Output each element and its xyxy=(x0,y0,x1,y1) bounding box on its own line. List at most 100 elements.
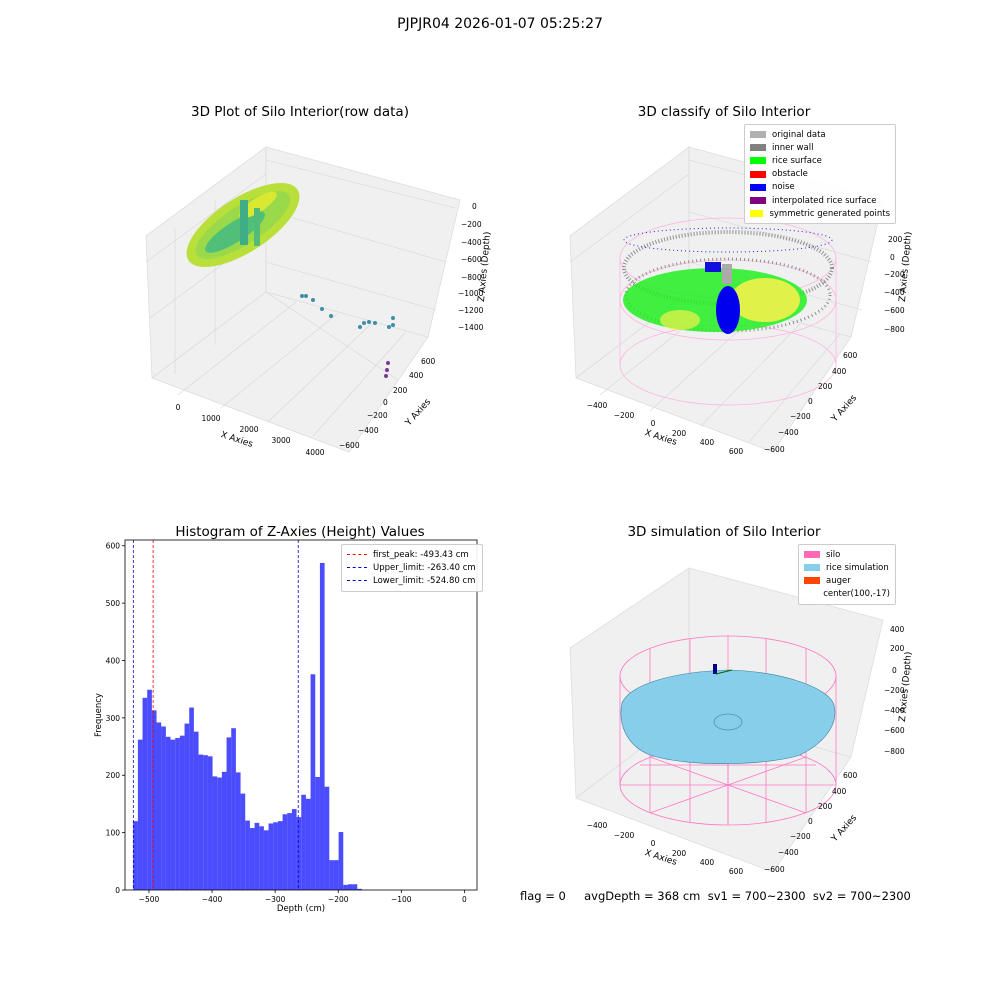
histogram-bar xyxy=(287,813,292,890)
simulation-ztick: −600 xyxy=(884,726,905,735)
histogram-bar xyxy=(161,726,166,890)
legend-line xyxy=(347,580,367,582)
classify-noise xyxy=(716,286,740,334)
raw-ztick: −200 xyxy=(461,220,482,229)
histogram-xlabel: Depth (cm) xyxy=(277,904,325,914)
histogram-ytick-label: 300 xyxy=(106,714,121,723)
legend-entry: inner wall xyxy=(750,141,890,154)
histogram-bar xyxy=(347,884,353,890)
histogram-bar xyxy=(235,772,241,890)
histogram-bar xyxy=(301,794,306,890)
simulation-rice-surface xyxy=(620,669,836,764)
histogram-bar xyxy=(291,809,297,890)
classify-ytick: 0 xyxy=(808,397,813,406)
status-footer: flag = 0 avgDepth = 368 cm sv1 = 700~230… xyxy=(520,889,911,903)
histogram-title: Histogram of Z-Axies (Height) Values xyxy=(175,524,425,540)
legend-swatch xyxy=(804,591,817,598)
classify-legend: original data inner wall rice surface ob… xyxy=(744,124,896,225)
legend-swatch xyxy=(750,210,764,218)
raw-ztick: 0 xyxy=(472,202,477,211)
legend-entry: noise xyxy=(750,181,890,194)
classify-ytick: −600 xyxy=(764,445,785,454)
histogram-bar xyxy=(277,821,283,890)
simulation-ytick: 600 xyxy=(843,771,858,780)
histogram-xtick-label: 0 xyxy=(462,895,467,904)
simulation-ztick: 200 xyxy=(890,644,905,653)
simulation-ztick: −200 xyxy=(884,686,905,695)
simulation-xtick: 400 xyxy=(700,858,715,867)
histogram-bar xyxy=(357,888,362,890)
histogram-bar xyxy=(268,823,274,890)
simulation-ytick: 200 xyxy=(818,802,833,811)
simulation-auger xyxy=(713,664,717,674)
histogram-bar xyxy=(338,832,344,890)
histogram-bar xyxy=(137,739,143,890)
simulation-ztick: 0 xyxy=(892,666,897,675)
legend-line xyxy=(347,567,367,569)
legend-entry: rice surface xyxy=(750,154,890,167)
legend-entry: symmetric generated points xyxy=(750,207,890,220)
simulation-xtick: −400 xyxy=(587,821,608,830)
raw-ztick: −1000 xyxy=(458,289,484,298)
classify-ytick: −400 xyxy=(778,428,799,437)
legend-label: rice surface xyxy=(772,155,822,166)
legend-swatch xyxy=(750,144,766,152)
histogram-bar xyxy=(147,689,152,890)
histogram-bar xyxy=(259,826,264,890)
legend-label: Lower_limit: -524.80 cm xyxy=(373,575,476,586)
classify-xtick: 400 xyxy=(700,438,715,447)
histogram-ytick-label: 600 xyxy=(106,542,121,551)
histogram-bar xyxy=(189,707,194,890)
legend-entry: original data xyxy=(750,128,890,141)
raw-ytick: 600 xyxy=(421,357,436,366)
simulation-legend: silo rice simulation auger center(100,-1… xyxy=(798,544,896,605)
legend-swatch xyxy=(750,183,766,191)
histogram-bar xyxy=(310,674,316,890)
histogram-ytick-label: 100 xyxy=(106,829,121,838)
classify-ytick: −200 xyxy=(790,412,811,421)
classify-ztick: −800 xyxy=(884,325,905,334)
histogram-yticks: 0 100 200 300 400 500 600 xyxy=(106,542,125,895)
figure-title: PJPJR04 2026-01-07 05:25:27 xyxy=(397,16,603,32)
histogram-bar xyxy=(352,884,358,890)
raw-xtick: 4000 xyxy=(305,448,324,457)
histogram-ytick-label: 500 xyxy=(106,599,121,608)
simulation-xtick: 600 xyxy=(729,867,744,876)
classify-ylabel: Y Axies xyxy=(829,393,859,425)
histogram-bar xyxy=(156,722,162,890)
histogram-bar xyxy=(226,737,232,890)
classify-xtick: 600 xyxy=(729,447,744,456)
simulation-ztick: −800 xyxy=(884,747,905,756)
legend-entry: center(100,-17) xyxy=(804,588,890,601)
legend-label: center(100,-17) xyxy=(823,589,890,600)
histogram-bar xyxy=(170,739,176,890)
simulation-3d-plot: −400 −200 0 200 400 600 600 400 200 0 −2… xyxy=(569,567,914,876)
histogram-xtick-label: −300 xyxy=(265,895,286,904)
legend-swatch xyxy=(804,564,820,572)
legend-label: original data xyxy=(772,129,826,140)
legend-swatch xyxy=(750,157,766,165)
simulation-xtick: 0 xyxy=(651,839,656,848)
simulation-ytick: −600 xyxy=(764,865,785,874)
raw-xtick: 1000 xyxy=(201,414,220,423)
classify-xtick: −200 xyxy=(614,411,635,420)
histogram-bar xyxy=(133,821,138,890)
histogram-bar xyxy=(207,756,213,890)
raw-xtick: 3000 xyxy=(271,436,290,445)
classify-ztick: 200 xyxy=(888,235,903,244)
histogram-bar xyxy=(221,771,227,890)
simulation-ztick: 400 xyxy=(890,625,905,634)
raw-xtick: 2000 xyxy=(239,425,258,434)
histogram-bar xyxy=(203,755,208,890)
simulation-xtick: 200 xyxy=(672,849,687,858)
histogram-bars xyxy=(133,562,362,890)
legend-entry: rice simulation xyxy=(804,561,890,574)
classify-inner-wall xyxy=(622,230,834,306)
legend-label: rice simulation xyxy=(826,562,889,573)
histogram-bar xyxy=(217,777,222,890)
legend-swatch xyxy=(804,577,820,585)
raw-surface-cloud xyxy=(186,182,300,268)
legend-entry: first_peak: -493.43 cm xyxy=(347,548,477,561)
histogram-bar xyxy=(212,776,218,890)
classify-ytick: 600 xyxy=(843,351,858,360)
